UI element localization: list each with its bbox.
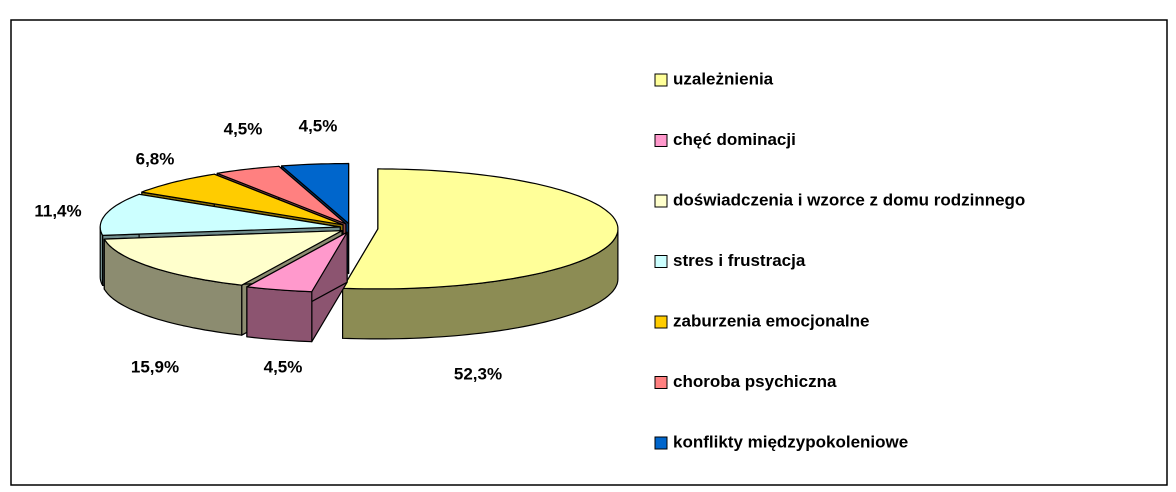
slice-top xyxy=(281,162,350,225)
legend-label: chęć dominacji xyxy=(673,130,796,149)
slice-top xyxy=(99,193,341,236)
slice xyxy=(246,231,348,343)
legend-swatch xyxy=(654,376,668,389)
data-label: 15,9% xyxy=(131,357,179,376)
legend-label: uzależnienia xyxy=(673,69,774,88)
slice-wall xyxy=(246,286,313,343)
data-label: 11,4% xyxy=(34,201,81,220)
slice-top xyxy=(342,168,619,290)
legend-swatch xyxy=(654,255,668,268)
data-label: 4,5% xyxy=(264,357,303,376)
slice xyxy=(342,168,619,340)
data-label: 4,5% xyxy=(224,119,263,138)
legend-label: zaburzenia emocjonalne xyxy=(673,311,870,330)
legend-label: stres i frustracja xyxy=(673,251,806,270)
legend-swatch xyxy=(654,315,668,329)
legend-swatch xyxy=(654,194,668,208)
legend-label: konflikty międzypokoleniowe xyxy=(673,432,908,451)
slice-top xyxy=(246,231,348,293)
slice-top xyxy=(103,230,343,286)
slice-top xyxy=(216,165,347,225)
data-label: 4,5% xyxy=(299,116,338,135)
legend-swatch xyxy=(654,73,668,87)
legend-label: choroba psychiczna xyxy=(673,372,837,391)
legend-swatch xyxy=(654,436,668,450)
legend-swatch xyxy=(654,134,668,147)
slice-top xyxy=(141,173,344,226)
data-label: 6,8% xyxy=(136,149,175,168)
legend-label: doświadczenia i wzorce z domu rodzinnego xyxy=(673,190,1025,209)
data-label: 52,3% xyxy=(454,364,502,383)
